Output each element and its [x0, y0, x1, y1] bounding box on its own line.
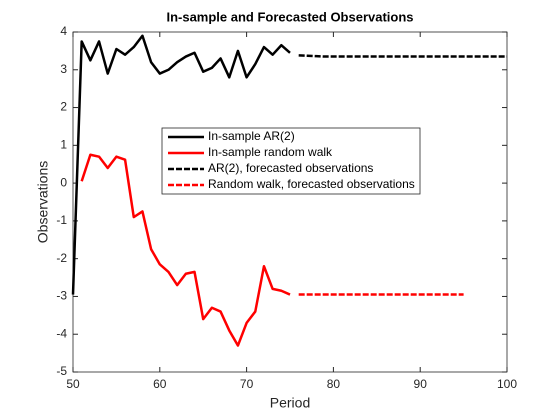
legend-label: Random walk, forecasted observations [208, 177, 415, 191]
series-line [298, 54, 507, 58]
y-tick-label: -4 [56, 326, 67, 340]
y-tick-label: 1 [60, 138, 67, 152]
legend-label: AR(2), forecasted observations [208, 161, 373, 175]
legend-label: In-sample AR(2) [208, 129, 295, 143]
y-tick-label: -1 [56, 213, 67, 227]
x-tick-label: 70 [240, 377, 254, 391]
y-tick-label: 3 [60, 62, 67, 76]
y-tick-label: 2 [60, 100, 67, 114]
x-tick-label: 90 [414, 377, 428, 391]
legend-box [161, 127, 421, 195]
series-line [80, 153, 291, 347]
x-tick-label: 50 [66, 377, 80, 391]
y-tick-label: -5 [56, 364, 67, 378]
x-tick-label: 80 [327, 377, 341, 391]
y-tick-label: -3 [56, 289, 67, 303]
y-tick-label: -2 [56, 251, 67, 265]
series-line [71, 34, 291, 295]
y-tick-label: 0 [60, 175, 67, 189]
plot-area [72, 31, 508, 373]
y-tick-label: 4 [60, 24, 67, 38]
y-axis-label: Observations [35, 161, 51, 243]
legend-label: In-sample random walk [208, 145, 333, 159]
x-tick-label: 100 [497, 377, 517, 391]
x-axis-label: Period [270, 395, 310, 411]
chart-title: In-sample and Forecasted Observations [166, 9, 413, 24]
x-tick-label: 60 [153, 377, 167, 391]
